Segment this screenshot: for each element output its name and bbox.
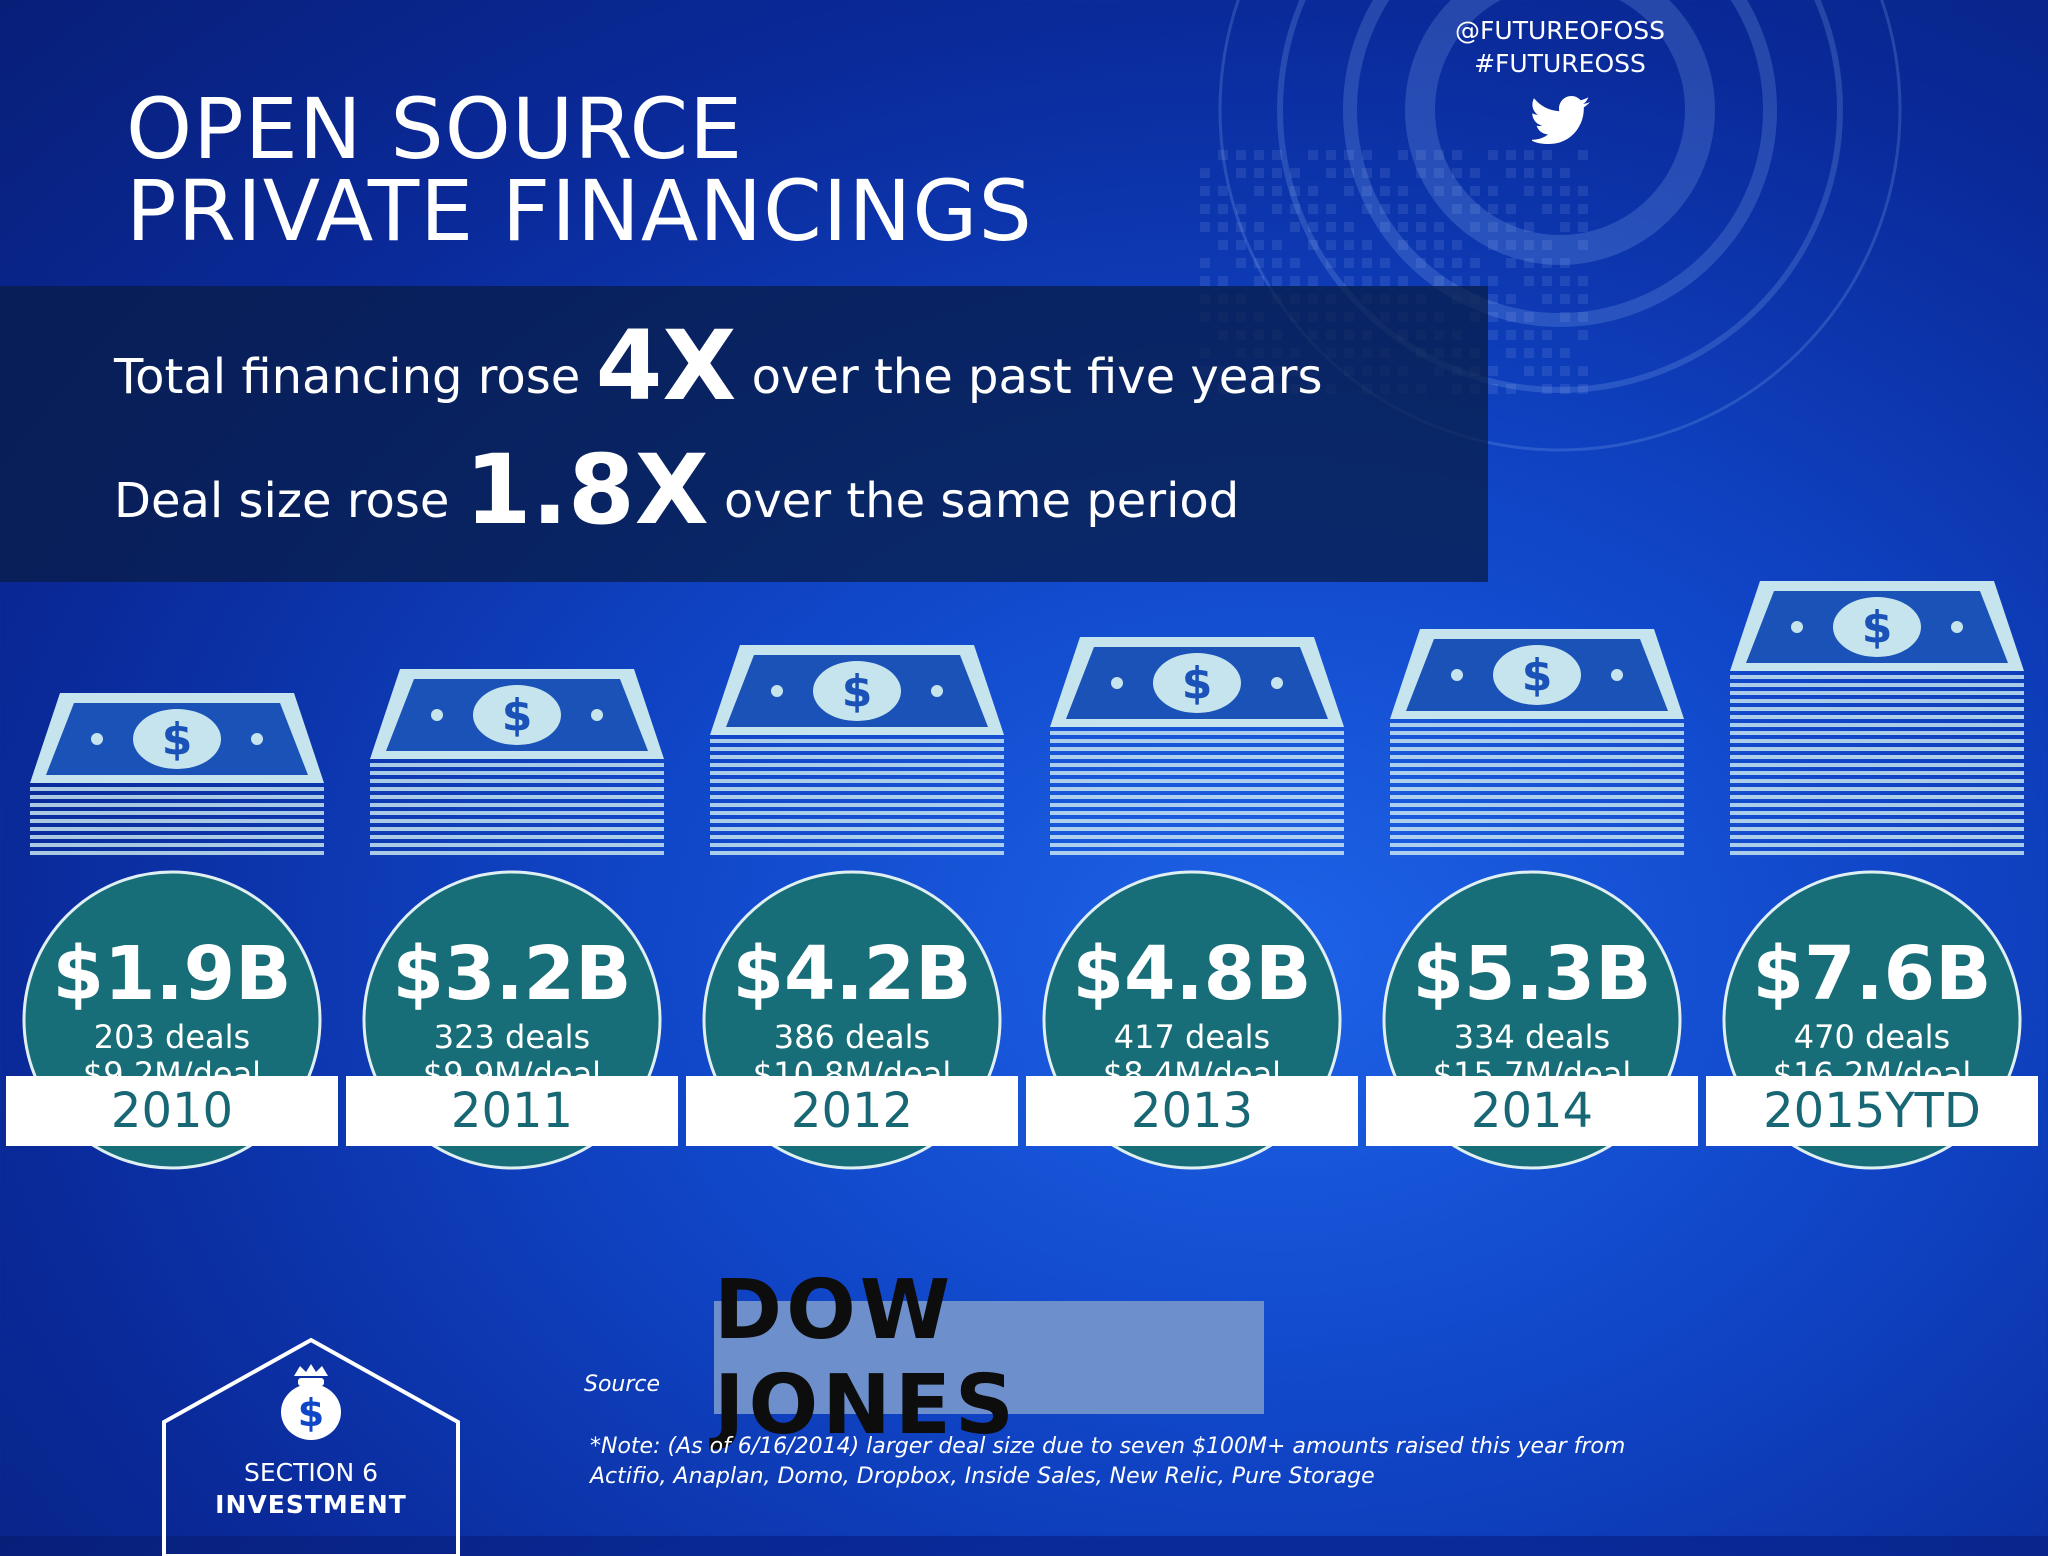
stat-1-value: 4X bbox=[595, 310, 737, 422]
year-box-2012 bbox=[686, 1076, 1018, 1146]
footnote-line-1: *Note: (As of 6/16/2014) larger deal siz… bbox=[590, 1434, 1626, 1459]
svg-text:$: $ bbox=[1522, 650, 1553, 701]
twitter-bird-icon bbox=[1532, 96, 1590, 144]
twitter-handle: @FUTUREOFOSS bbox=[1455, 16, 1665, 45]
year-box-2010 bbox=[6, 1076, 338, 1146]
deals-label-2011: 323 deals bbox=[434, 1018, 590, 1056]
dow-jones-logo-text: DOW JONES bbox=[714, 1262, 1018, 1453]
year-label-2015YTD: 2015YTD bbox=[1763, 1083, 1981, 1139]
money-stack-2010: $ bbox=[30, 693, 324, 855]
stat-1-suffix: over the past five years bbox=[751, 349, 1323, 405]
year-box-2013 bbox=[1026, 1076, 1358, 1146]
value-label-2010: $1.9B bbox=[53, 931, 292, 1017]
value-label-2011: $3.2B bbox=[393, 931, 632, 1017]
page-title: OPEN SOURCE PRIVATE FINANCINGS bbox=[126, 80, 1033, 260]
year-box-2011 bbox=[346, 1076, 678, 1146]
year-label-2012: 2012 bbox=[791, 1083, 913, 1139]
deals-label-2015YTD: 470 deals bbox=[1794, 1018, 1950, 1056]
value-label-2014: $5.3B bbox=[1413, 931, 1652, 1017]
stat-2-value: 1.8X bbox=[464, 434, 709, 546]
money-stack-2011: $ bbox=[370, 669, 664, 855]
footnote: *Note: (As of 6/16/2014) larger deal siz… bbox=[590, 1432, 1690, 1492]
svg-text:$: $ bbox=[298, 1391, 324, 1435]
dow-jones-logo: DOW JONES bbox=[714, 1263, 1264, 1453]
deals-label-2013: 417 deals bbox=[1114, 1018, 1270, 1056]
value-label-2012: $4.2B bbox=[733, 931, 972, 1017]
year-box-2014 bbox=[1366, 1076, 1698, 1146]
value-label-2013: $4.8B bbox=[1073, 931, 1312, 1017]
money-bag-icon: $ bbox=[281, 1364, 341, 1440]
stats-banner bbox=[0, 286, 1488, 582]
svg-text:$: $ bbox=[502, 690, 533, 741]
svg-text:$: $ bbox=[162, 714, 193, 765]
svg-text:$: $ bbox=[1862, 602, 1893, 653]
twitter-tags: @FUTUREOFOSS #FUTUREOSS bbox=[1420, 14, 1700, 80]
svg-text:$: $ bbox=[1182, 658, 1213, 709]
svg-text:$: $ bbox=[842, 666, 873, 717]
deals-label-2014: 334 deals bbox=[1454, 1018, 1610, 1056]
money-stack-2012: $ bbox=[710, 645, 1004, 855]
title-line-1: OPEN SOURCE bbox=[126, 80, 744, 178]
money-stack-2015YTD: $ bbox=[1730, 581, 2024, 855]
year-label-2011: 2011 bbox=[451, 1083, 573, 1139]
value-label-2015YTD: $7.6B bbox=[1753, 931, 1992, 1017]
section-number: SECTION 6 bbox=[244, 1458, 378, 1487]
stat-2-suffix: over the same period bbox=[724, 473, 1240, 529]
stat-2-prefix: Deal size rose bbox=[114, 473, 450, 529]
money-stack-2013: $ bbox=[1050, 637, 1344, 855]
deals-label-2012: 386 deals bbox=[774, 1018, 930, 1056]
year-label-2013: 2013 bbox=[1131, 1083, 1253, 1139]
money-stack-2014: $ bbox=[1390, 629, 1684, 855]
footnote-line-2: Actifio, Anaplan, Domo, Dropbox, Inside … bbox=[590, 1464, 1375, 1489]
year-label-2010: 2010 bbox=[111, 1083, 233, 1139]
section-badge: $ bbox=[162, 1337, 460, 1556]
stat-total-financing: Total financing rose 4X over the past fi… bbox=[114, 310, 1322, 422]
title-line-2: PRIVATE FINANCINGS bbox=[126, 162, 1033, 260]
deals-label-2010: 203 deals bbox=[94, 1018, 250, 1056]
section-name: INVESTMENT bbox=[215, 1490, 407, 1519]
twitter-hashtag: #FUTUREOSS bbox=[1474, 49, 1646, 78]
year-box-2015YTD bbox=[1706, 1076, 2038, 1146]
stat-deal-size: Deal size rose 1.8X over the same period bbox=[114, 434, 1239, 546]
source-label: Source bbox=[584, 1372, 661, 1397]
stat-1-prefix: Total financing rose bbox=[114, 349, 581, 405]
year-label-2014: 2014 bbox=[1471, 1083, 1593, 1139]
